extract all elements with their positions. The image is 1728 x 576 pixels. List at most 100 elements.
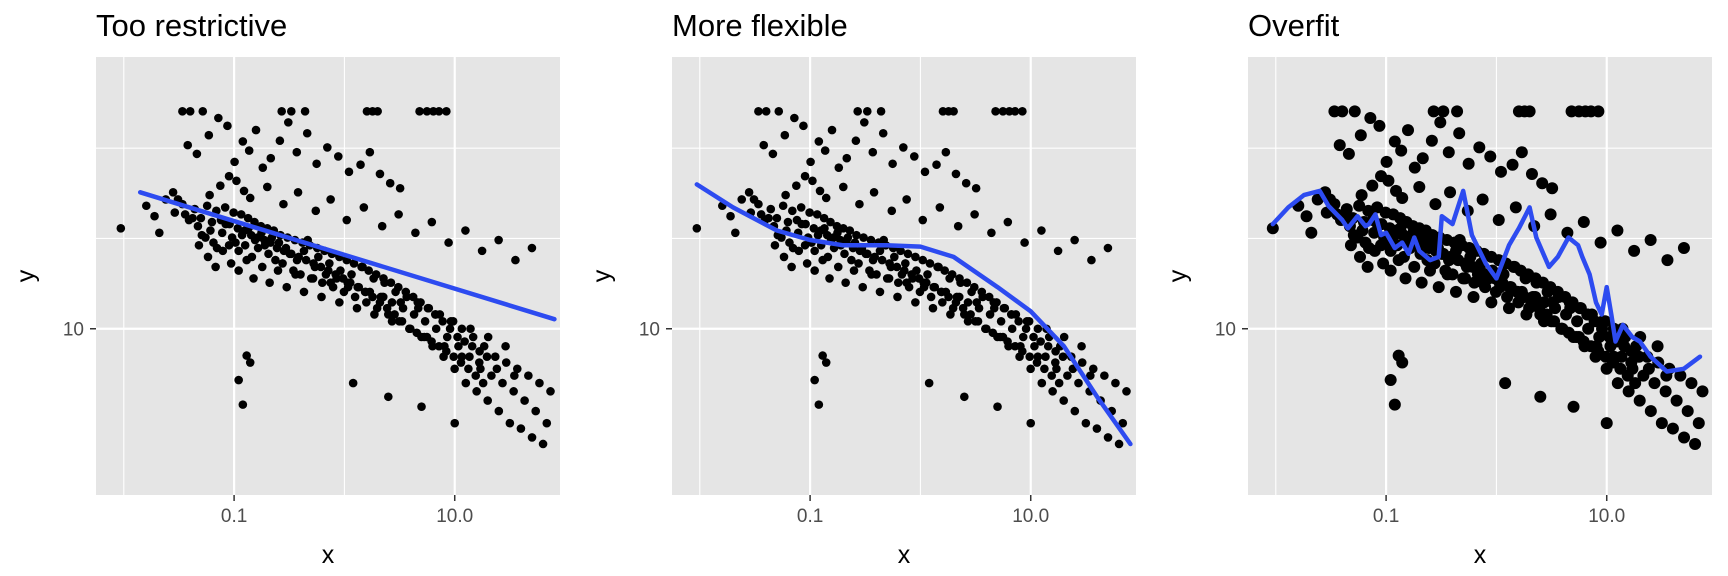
data-point [271,255,280,265]
data-point [1036,337,1045,346]
data-point [754,107,763,116]
data-point [1395,144,1408,157]
data-point [1538,315,1551,328]
data-point [1018,107,1027,116]
data-point [384,392,393,402]
data-point [909,152,919,161]
data-point [232,176,241,186]
data-point [302,128,312,138]
data-point [1377,257,1390,270]
data-point [253,243,263,253]
data-point [535,378,544,388]
data-point [973,316,983,326]
panel-overfit: Overfit 0.1 10.0 10 x y [1164,0,1718,576]
data-point [810,266,819,275]
data-point [265,278,274,287]
data-point [250,217,259,227]
data-point [924,378,934,388]
data-point [301,255,311,265]
data-point [731,228,740,238]
data-point [242,351,251,360]
data-point [1392,349,1405,362]
data-point [1423,264,1436,277]
data-point [1408,260,1421,273]
fit-line [1270,188,1703,374]
data-point [442,107,451,116]
data-point [450,364,459,374]
data-point [1581,308,1594,321]
data-point [768,149,778,159]
data-point [192,149,202,159]
data-point [395,183,405,193]
x-tick-label: 0.1 [1373,506,1399,527]
data-point [272,243,282,253]
data-point [951,169,961,179]
data-point [875,287,885,297]
data-point [1305,226,1318,239]
data-point [827,125,837,135]
data-point [224,240,234,250]
data-point [816,226,826,235]
data-point [1449,285,1462,298]
data-point [300,107,310,116]
data-point [926,292,936,302]
data-point [947,270,957,279]
data-point [1534,390,1547,403]
data-point [1509,201,1522,214]
data-point [411,228,420,238]
data-point [1501,290,1514,303]
data-point [1685,377,1698,390]
data-point [1336,105,1349,118]
data-point [800,171,810,181]
data-point [958,303,968,313]
data-point [888,159,897,169]
y-axis-label: y [12,269,40,282]
data-point [1392,254,1405,267]
data-point [899,266,909,275]
data-point [193,221,203,231]
data-point [326,278,335,287]
data-point [794,246,804,256]
data-point [277,107,286,116]
data-point [478,378,488,388]
data-point [1413,180,1426,193]
data-point [801,219,810,229]
x-axis-label: x [898,541,911,569]
data-point [802,259,812,268]
data-point [196,213,206,223]
data-point [1677,242,1690,255]
data-point [405,324,414,334]
data-point [205,190,214,200]
data-point [1059,332,1069,342]
data-point [820,146,830,155]
data-point [234,375,243,385]
panel-title: Too restrictive [96,8,288,43]
data-point [1040,364,1049,374]
data-point [445,324,455,334]
data-point [902,195,911,204]
data-point [438,316,447,326]
data-point [966,310,975,319]
data-point [333,152,343,161]
data-point [273,266,283,275]
data-point [116,224,126,233]
data-point [1300,210,1313,223]
data-point [1476,276,1489,289]
data-point [278,259,287,268]
data-point [991,107,1000,116]
data-point [972,298,982,307]
data-point [1629,377,1642,390]
data-point [412,328,422,338]
data-point [970,210,979,219]
data-point [870,252,879,262]
data-point [1473,141,1486,154]
data-point [987,228,996,238]
data-point [240,240,250,250]
data-point [1536,177,1549,190]
data-point [471,371,481,380]
panel-title: More flexible [672,8,848,43]
data-point [266,153,276,163]
data-point [1678,431,1691,444]
data-point [1611,377,1624,390]
data-point [258,163,268,172]
